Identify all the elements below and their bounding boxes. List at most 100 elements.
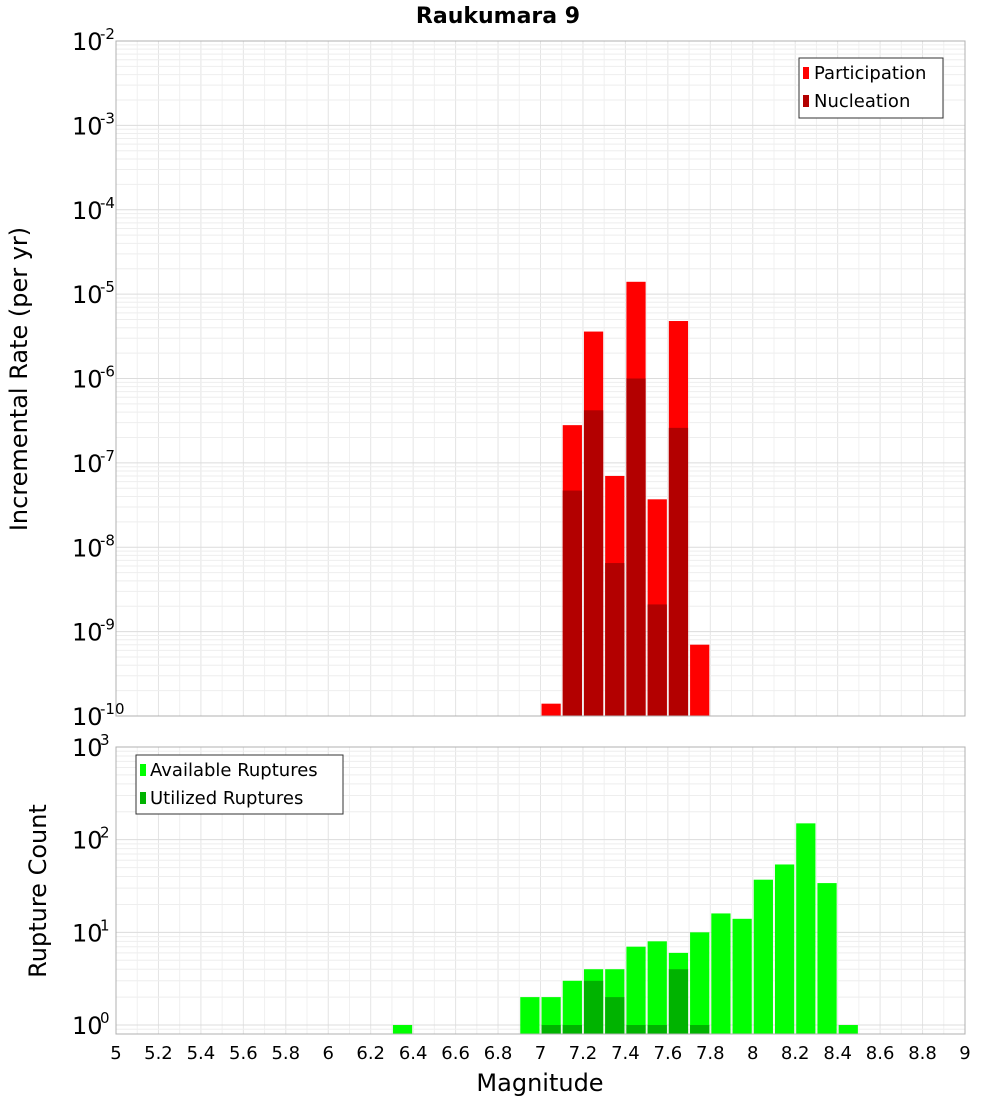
x-tick-label: 5.8 <box>271 1043 300 1064</box>
y-tick-exponent: -6 <box>100 363 115 381</box>
bar-nucleation <box>626 378 646 716</box>
y-tick-exponent: 0 <box>100 1009 110 1027</box>
y-tick-exponent: 1 <box>100 916 110 934</box>
x-tick-label: 6.2 <box>356 1043 385 1064</box>
legend-label-available-ruptures: Available Ruptures <box>150 760 318 781</box>
x-tick-label: 8.8 <box>908 1043 937 1064</box>
bar-utilized-ruptures <box>562 1025 582 1034</box>
top-legend-box <box>798 57 944 119</box>
bar-utilized-ruptures <box>541 1025 561 1034</box>
bar-utilized-ruptures <box>668 969 689 1034</box>
y-tick-label: 10 <box>72 197 103 225</box>
bar-nucleation <box>605 563 625 716</box>
bar-nucleation <box>583 410 604 716</box>
legend-label-nucleation: Nucleation <box>814 91 910 112</box>
bar-available-ruptures <box>392 1025 413 1034</box>
y-tick-label: 10 <box>72 827 103 855</box>
bar-utilized-ruptures <box>583 980 604 1034</box>
bar-nucleation <box>668 427 689 716</box>
x-tick-label: 5.4 <box>187 1043 216 1064</box>
y-tick-exponent: -3 <box>100 109 115 127</box>
bar-available-ruptures <box>626 946 646 1034</box>
x-tick-label: 8.4 <box>823 1043 852 1064</box>
bar-available-ruptures <box>647 941 667 1034</box>
legend-label-utilized-ruptures: Utilized Ruptures <box>150 788 303 809</box>
x-tick-label: 7.2 <box>569 1043 598 1064</box>
bar-utilized-ruptures <box>626 1025 646 1034</box>
bar-available-ruptures <box>753 879 773 1034</box>
bar-available-ruptures <box>711 913 731 1034</box>
x-tick-label: 8.2 <box>781 1043 810 1064</box>
y-tick-exponent: 2 <box>100 824 110 842</box>
legend-swatch-available-ruptures <box>140 764 146 776</box>
legend-swatch-utilized-ruptures <box>140 792 146 804</box>
bottom-legend-box <box>135 754 344 815</box>
bar-available-ruptures <box>690 932 710 1034</box>
bar-available-ruptures <box>817 883 837 1034</box>
y-tick-exponent: 3 <box>100 731 110 749</box>
bottom-plot-border <box>115 746 966 1035</box>
y-tick-exponent: -2 <box>100 25 115 43</box>
y-tick-label: 10 <box>72 1012 103 1040</box>
y-tick-label: 10 <box>72 534 103 562</box>
bar-nucleation <box>562 490 582 716</box>
top-legend: Participation Nucleation <box>798 57 944 119</box>
top-gridlines <box>115 40 966 717</box>
x-tick-label: 8 <box>747 1043 758 1064</box>
legend-swatch-nucleation <box>803 95 809 107</box>
y-tick-label: 10 <box>72 281 103 309</box>
x-tick-label: 7 <box>535 1043 546 1064</box>
x-tick-label: 7.4 <box>611 1043 640 1064</box>
x-tick-label: 6 <box>323 1043 334 1064</box>
bar-nucleation <box>647 604 667 716</box>
x-axis-label: Magnitude <box>476 1069 603 1097</box>
y-tick-label: 10 <box>72 703 103 731</box>
bar-available-ruptures <box>562 980 582 1034</box>
y-tick-exponent: -8 <box>100 531 115 549</box>
y-tick-exponent: -9 <box>100 616 115 634</box>
legend-swatch-participation <box>803 67 809 79</box>
bar-utilized-ruptures <box>690 1025 710 1034</box>
x-tick-label: 6.4 <box>399 1043 428 1064</box>
bar-utilized-ruptures <box>605 997 625 1034</box>
y-tick-exponent: -5 <box>100 278 115 296</box>
bar-participation <box>690 644 710 716</box>
y-tick-exponent: -7 <box>100 447 115 465</box>
top-bars <box>541 281 710 716</box>
y-tick-label: 10 <box>72 919 103 947</box>
y-tick-exponent: -4 <box>100 194 115 212</box>
y-tick-label: 10 <box>72 366 103 394</box>
bottom-bars <box>392 823 858 1034</box>
legend-label-participation: Participation <box>814 63 926 84</box>
bar-available-ruptures <box>796 823 816 1034</box>
top-y-axis-label: Incremental Rate (per yr) <box>5 227 33 531</box>
y-tick-label: 10 <box>72 734 103 762</box>
bar-available-ruptures <box>838 1025 858 1034</box>
x-tick-label: 6.8 <box>484 1043 513 1064</box>
y-tick-exponent: -10 <box>100 700 125 718</box>
y-tick-label: 10 <box>72 112 103 140</box>
x-tick-label: 9 <box>959 1043 970 1064</box>
x-tick-label: 5.6 <box>229 1043 258 1064</box>
bar-available-ruptures <box>520 997 540 1034</box>
x-tick-label: 6.6 <box>441 1043 470 1064</box>
bar-utilized-ruptures <box>647 1025 667 1034</box>
y-tick-label: 10 <box>72 450 103 478</box>
bar-available-ruptures <box>732 918 752 1034</box>
top-plot-border <box>115 40 966 717</box>
x-tick-labels: 5 5.2 5.4 5.6 5.8 6 6.2 6.4 6.6 6.8 7 7.2 7.4 7.6 7.8 8… <box>110 1043 970 1064</box>
y-tick-label: 10 <box>72 619 103 647</box>
y-tick-label: 10 <box>72 28 103 56</box>
bottom-legend: Available Ruptures Utilized Ruptures <box>135 754 344 815</box>
chart-title: Raukumara 9 <box>416 4 580 29</box>
bottom-y-axis-label: Rupture Count <box>24 804 52 978</box>
x-tick-label: 8.6 <box>866 1043 895 1064</box>
x-tick-label: 5 <box>110 1043 121 1064</box>
bar-participation <box>541 703 561 716</box>
x-tick-label: 7.8 <box>696 1043 725 1064</box>
x-tick-label: 5.2 <box>144 1043 173 1064</box>
